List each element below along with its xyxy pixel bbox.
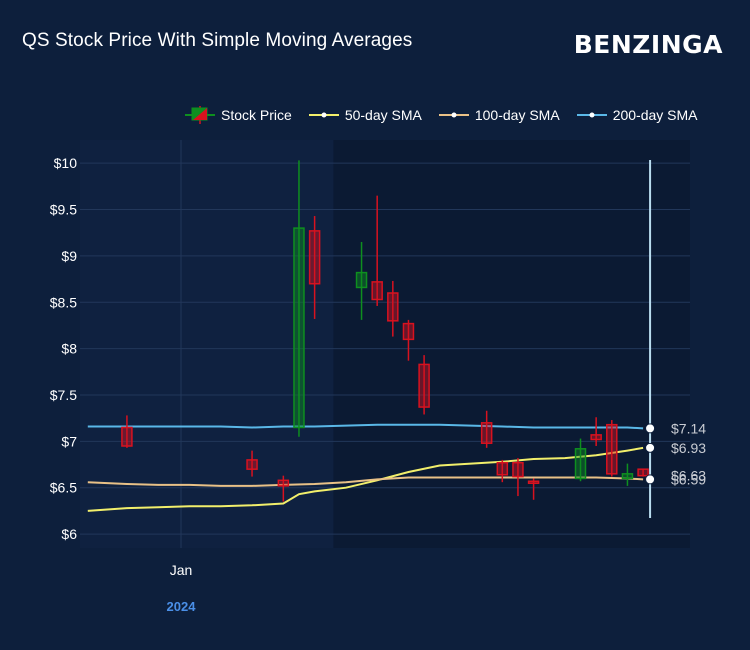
candle-body [606, 423, 618, 475]
candle-down [371, 195, 383, 306]
legend-item-sma200[interactable]: 200-day SMA [576, 107, 698, 123]
candle-body [621, 473, 634, 480]
candle-body [574, 448, 587, 480]
candle-down [418, 355, 430, 415]
candle-down [512, 458, 524, 497]
benzinga-logo: BENZINGA [573, 30, 723, 59]
candle-body [527, 480, 540, 484]
candle-body [293, 227, 305, 429]
y-tick-label: $9 [61, 248, 77, 264]
legend-label-sma200: 200-day SMA [612, 107, 698, 123]
candle-body [308, 230, 321, 285]
chart-legend: Stock Price 50-day SMA 100-day SMA 200-d… [185, 106, 715, 124]
candle-up [293, 160, 305, 437]
candle-down [277, 475, 290, 502]
y-tick-label: $6.5 [50, 480, 77, 496]
candle-body [277, 479, 290, 487]
y-tick-label: $6 [61, 526, 77, 542]
x-year-label: 2024 [167, 599, 197, 614]
y-tick-label: $8.5 [50, 294, 77, 310]
candle-down [387, 280, 399, 337]
end-value-label: $6.63 [671, 468, 706, 484]
candle-down [590, 417, 602, 446]
candle-down [480, 410, 493, 448]
y-tick-label: $7 [61, 433, 77, 449]
sma200-line [87, 423, 644, 430]
candle-down [606, 420, 618, 477]
end-marker [645, 474, 656, 485]
x-tick-label: Jan [170, 562, 193, 578]
y-tick-label: $10 [54, 155, 78, 171]
candle-down [527, 478, 540, 500]
legend-item-sma100[interactable]: 100-day SMA [438, 107, 560, 123]
end-value-label: $7.14 [671, 420, 706, 436]
legend-item-sma50[interactable]: 50-day SMA [308, 107, 422, 123]
sma50-line [87, 446, 644, 512]
candle-body [246, 459, 258, 470]
candlestick-legend-icon [185, 106, 215, 124]
candle-body [355, 271, 368, 289]
line-legend-icon [308, 112, 339, 118]
line-legend-icon [438, 112, 469, 118]
candle-down [246, 450, 258, 477]
legend-label-stock-price: Stock Price [221, 107, 292, 123]
y-tick-label: $9.5 [50, 202, 77, 218]
candle-body [418, 363, 430, 408]
candle-up [355, 242, 368, 320]
end-marker [645, 423, 656, 434]
end-value-label: $6.93 [671, 440, 706, 456]
legend-label-sma100: 100-day SMA [474, 107, 560, 123]
candle-body [387, 292, 399, 322]
candle-body [512, 461, 524, 478]
sma100-line [87, 476, 644, 487]
plot-shade [333, 140, 690, 548]
legend-label-sma50: 50-day SMA [344, 107, 422, 123]
end-value-label: $6.59 [671, 471, 706, 487]
candle-body [121, 426, 133, 447]
candle-down [402, 319, 415, 361]
chart-title: QS Stock Price With Simple Moving Averag… [22, 30, 413, 51]
candle-body [496, 461, 509, 476]
y-tick-label: $7.5 [50, 387, 77, 403]
line-legend-icon [576, 112, 607, 118]
candle-down [121, 415, 133, 448]
end-marker [645, 442, 656, 453]
candle-body [480, 422, 493, 444]
legend-item-stock-price[interactable]: Stock Price [185, 106, 292, 124]
y-tick-label: $8 [61, 341, 77, 357]
candle-body [371, 281, 383, 301]
candle-body [402, 322, 415, 341]
candle-down [637, 468, 649, 477]
candle-down [308, 216, 321, 319]
candle-up [574, 438, 587, 482]
candle-down [496, 459, 509, 483]
candle-body [637, 468, 649, 477]
candle-body [590, 434, 602, 441]
candle-up [621, 463, 634, 486]
